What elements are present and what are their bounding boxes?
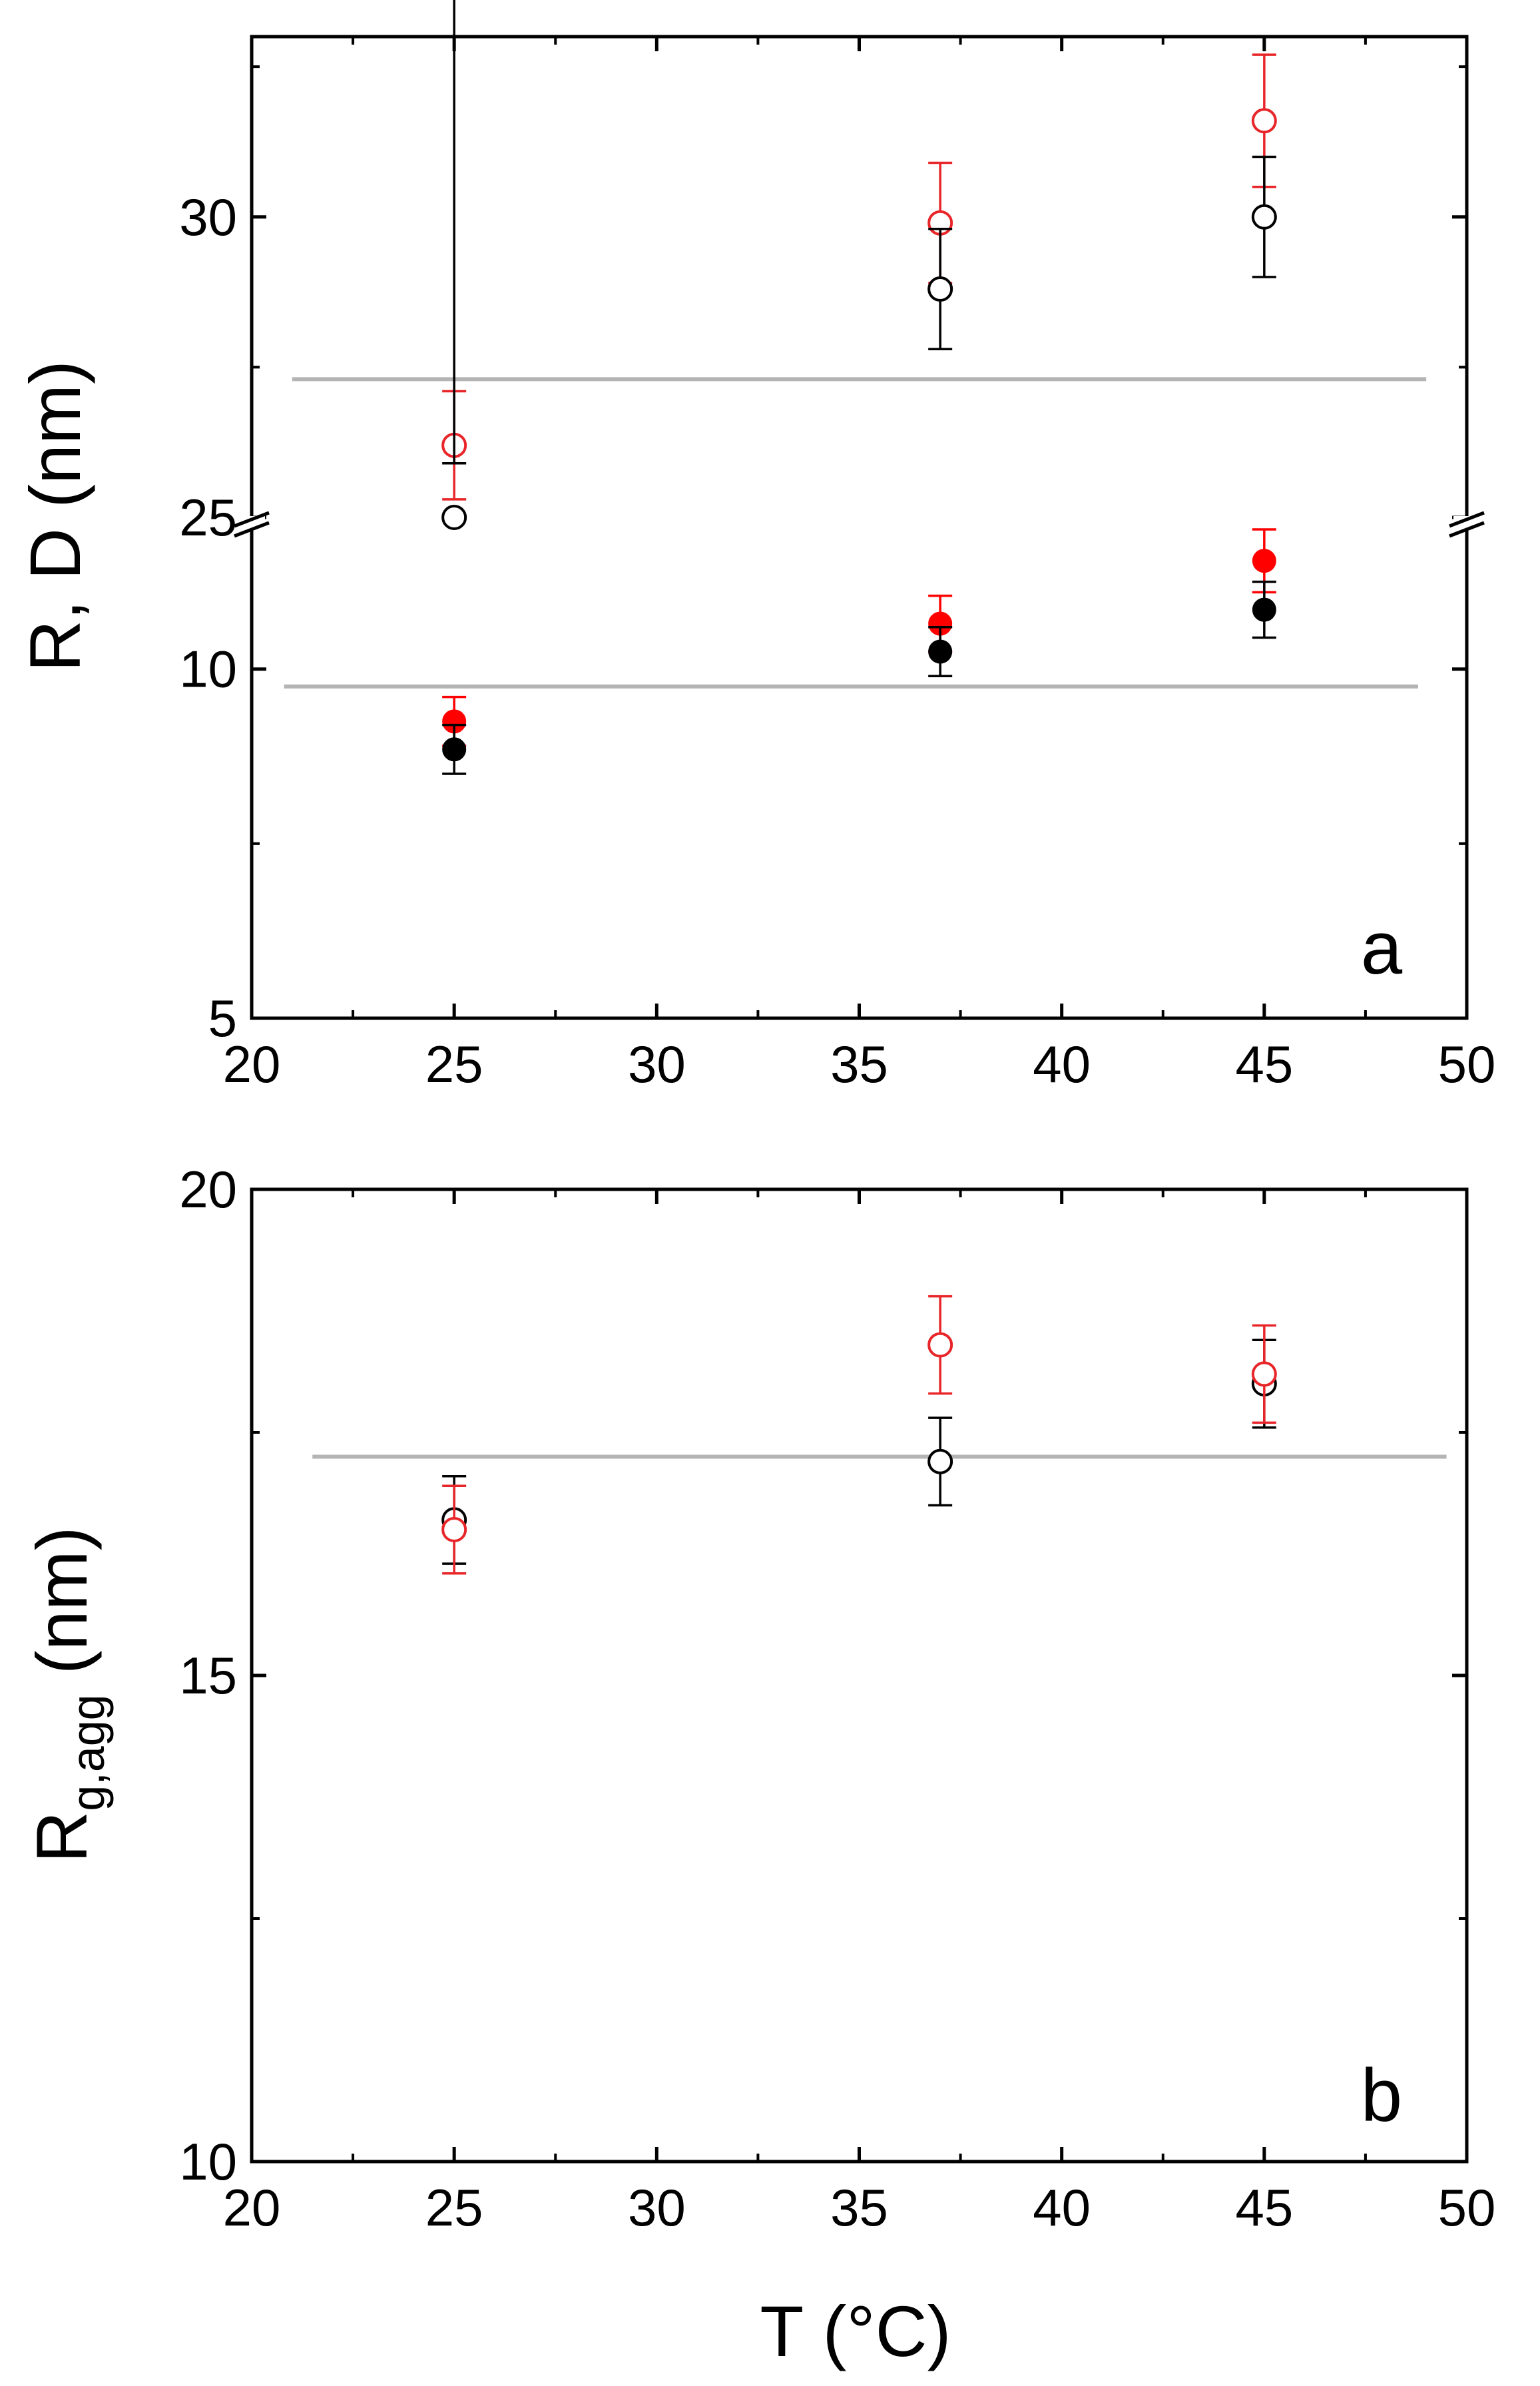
y-tick-label: 30 xyxy=(179,188,237,246)
panel-b-x-axis-title: T (°C) xyxy=(760,2291,951,2371)
panel-b-data-marks xyxy=(441,1295,1277,1575)
panel-b-axes xyxy=(250,1187,1469,2164)
data-point-open xyxy=(927,1448,953,1474)
x-tick-label: 30 xyxy=(628,1035,686,1093)
y-tick-label: 5 xyxy=(208,989,237,1047)
x-tick-label: 50 xyxy=(1438,1035,1496,1093)
data-point-open xyxy=(1251,108,1277,134)
x-tick-label: 25 xyxy=(425,2178,483,2237)
data-point-open xyxy=(927,1332,953,1358)
x-tick-label: 40 xyxy=(1033,2178,1091,2237)
x-tick-label: 25 xyxy=(425,1035,483,1093)
x-tick-label: 20 xyxy=(223,1035,281,1093)
y-tick-label: 20 xyxy=(179,1160,237,1219)
axis-break-mark xyxy=(1449,521,1485,538)
axis-break-mark xyxy=(1449,511,1485,528)
y-tick-label: 25 xyxy=(179,488,237,547)
x-tick-label: 50 xyxy=(1438,2178,1496,2237)
data-point-filled xyxy=(1252,597,1276,622)
panel-b-tick-labels: 20 25 30 35 40 45 50 10 15 20 xyxy=(179,1160,1495,2237)
panel-a-y-axis-title: R, D (nm) xyxy=(15,360,95,672)
data-point-filled xyxy=(928,639,953,664)
x-tick-label: 45 xyxy=(1235,2178,1293,2237)
axis-break-mark xyxy=(234,521,270,538)
x-tick-label: 45 xyxy=(1235,1035,1293,1093)
panel-a-letter: a xyxy=(1361,906,1403,990)
x-tick-label: 35 xyxy=(830,2178,888,2237)
axis-break-mark xyxy=(234,511,270,528)
x-tick-label: 30 xyxy=(628,2178,686,2237)
y-tick-label: 10 xyxy=(179,640,237,699)
data-point-open xyxy=(1251,204,1277,230)
y-tick-label: 15 xyxy=(179,1646,237,1705)
data-point-open xyxy=(441,1517,467,1542)
x-tick-label: 40 xyxy=(1033,1035,1091,1093)
data-point-filled xyxy=(1252,549,1276,573)
panel-a-data-marks xyxy=(441,0,1277,775)
panel-b-y-axis-title: Rg,agg (nm) xyxy=(21,1526,114,1863)
y-tick-label: 10 xyxy=(179,2132,237,2191)
panel-b-letter: b xyxy=(1361,2054,1402,2137)
data-point-filled xyxy=(442,737,467,762)
panel-a-axes xyxy=(234,35,1485,1020)
panel-a: 20 25 30 35 40 45 50 5 10 25 30 R, D (nm) a xyxy=(15,0,1495,1093)
x-tick-label: 20 xyxy=(223,2178,281,2237)
panel-a-tick-labels: 20 25 30 35 40 45 50 5 10 25 30 xyxy=(179,188,1495,1093)
panel-a-reference-lines xyxy=(284,377,1427,689)
data-point-open xyxy=(1251,1361,1277,1387)
panel-b-y-axis-unit: (nm) xyxy=(21,1526,102,1694)
data-point-open xyxy=(441,505,467,530)
panel-b-y-axis-subscript: g,agg xyxy=(62,1694,114,1811)
data-point-open xyxy=(927,276,953,302)
x-tick-label: 35 xyxy=(830,1035,888,1093)
